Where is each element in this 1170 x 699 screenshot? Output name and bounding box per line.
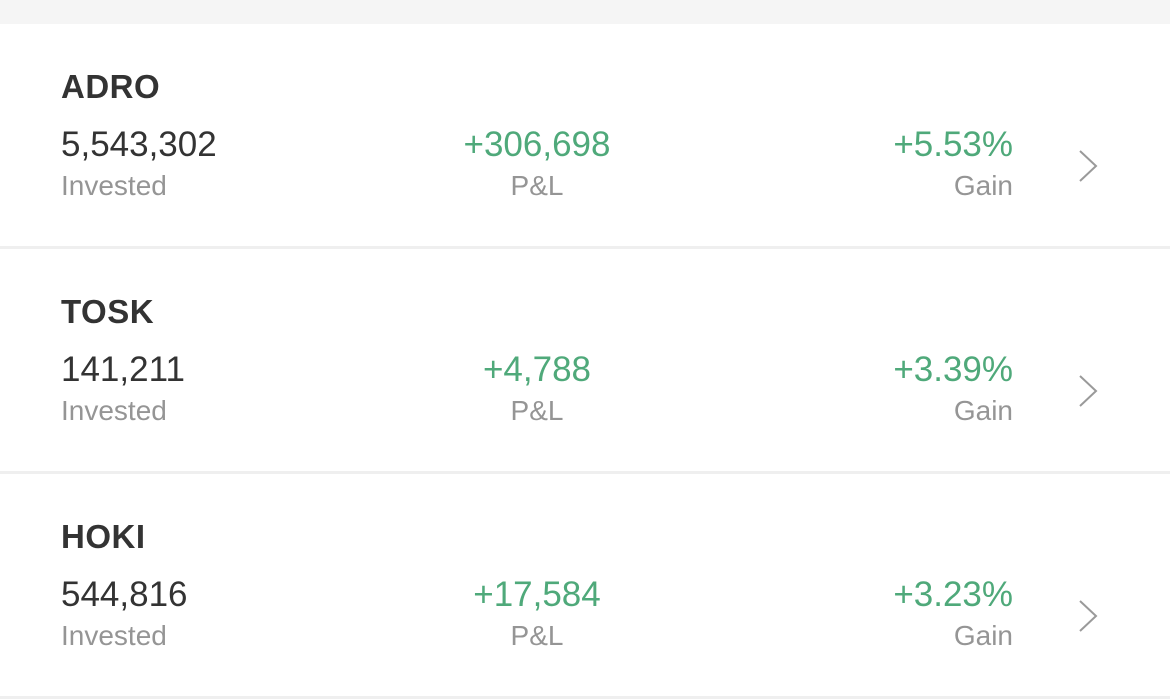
- holding-row[interactable]: TOSK 141,211 Invested +4,788 P&L +3.39% …: [0, 249, 1170, 474]
- chevron-right-icon[interactable]: [1072, 598, 1102, 634]
- invested-label: Invested: [61, 620, 167, 651]
- invested-label: Invested: [61, 395, 167, 426]
- pnl-value: +17,584: [473, 575, 601, 614]
- gain-value: +3.39%: [893, 350, 1013, 389]
- gain-label: Gain: [953, 170, 1013, 201]
- chevron-right-icon[interactable]: [1072, 148, 1102, 184]
- pnl-value: +306,698: [463, 125, 611, 164]
- top-band: [0, 0, 1170, 24]
- gain-column: +3.23% Gain: [893, 574, 1013, 656]
- gain-value: +3.23%: [893, 575, 1013, 614]
- holdings-list: ADRO 5,543,302 Invested +306,698 P&L +5.…: [0, 24, 1170, 699]
- pnl-column: +17,584 P&L: [437, 574, 637, 656]
- invested-value: 141,211: [61, 350, 185, 389]
- pnl-label: P&L: [510, 170, 564, 201]
- invested-column: 141,211 Invested: [61, 349, 185, 431]
- pnl-label: P&L: [510, 395, 564, 426]
- invested-value: 5,543,302: [61, 125, 217, 164]
- gain-label: Gain: [953, 620, 1013, 651]
- pnl-label: P&L: [510, 620, 564, 651]
- pnl-column: +4,788 P&L: [437, 349, 637, 431]
- gain-column: +3.39% Gain: [893, 349, 1013, 431]
- holding-row[interactable]: ADRO 5,543,302 Invested +306,698 P&L +5.…: [0, 24, 1170, 249]
- chevron-right-icon[interactable]: [1072, 373, 1102, 409]
- ticker: ADRO: [61, 68, 161, 105]
- ticker: HOKI: [61, 518, 146, 555]
- invested-column: 544,816 Invested: [61, 574, 188, 656]
- invested-column: 5,543,302 Invested: [61, 124, 217, 206]
- gain-column: +5.53% Gain: [893, 124, 1013, 206]
- gain-value: +5.53%: [893, 125, 1013, 164]
- invested-label: Invested: [61, 170, 167, 201]
- pnl-column: +306,698 P&L: [437, 124, 637, 206]
- holding-row[interactable]: HOKI 544,816 Invested +17,584 P&L +3.23%…: [0, 474, 1170, 699]
- pnl-value: +4,788: [482, 350, 592, 389]
- gain-label: Gain: [953, 395, 1013, 426]
- ticker: TOSK: [61, 293, 155, 330]
- invested-value: 544,816: [61, 575, 188, 614]
